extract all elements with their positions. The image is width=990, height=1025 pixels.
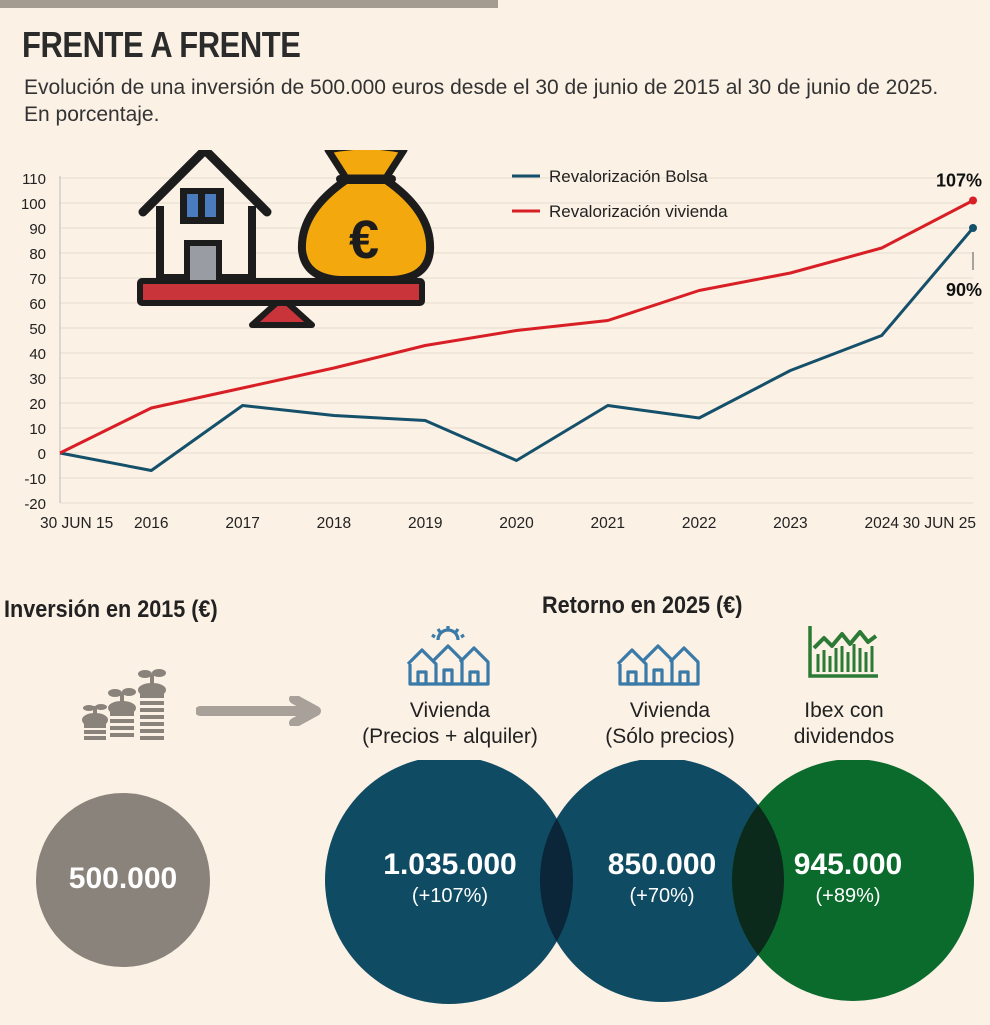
x-tick-label: 30 JUN 15 [40, 515, 113, 532]
coins-plant-icon [82, 669, 166, 740]
return-amount-1: 1.035.000 [383, 848, 517, 881]
y-tick-label: 110 [22, 171, 46, 188]
top-accent-bar [0, 0, 498, 8]
houses-sun-icon [406, 626, 490, 686]
return-amount-3: 945.000 [793, 848, 903, 881]
y-tick-label: 70 [29, 271, 46, 288]
returns-title: Retorno en 2025 (€) [542, 592, 743, 619]
y-tick-label: 40 [29, 346, 46, 363]
x-axis-ticks: 30 JUN 15 2016 2017 2018 2019 2020 2021 2022 202… [40, 515, 976, 532]
return-label-3-line1: Ibex con [804, 699, 884, 722]
x-tick-label: 2024 [864, 515, 899, 532]
balance-pivot-icon [249, 295, 315, 328]
return-amount-block-3: 945.000 (+89%) [758, 848, 938, 910]
series-point [969, 224, 977, 232]
balance-beam-icon [137, 278, 425, 306]
house-moneybag-balance-illustration: € [137, 150, 435, 328]
investment-amount-block: 500.000 [36, 862, 210, 896]
x-tick-label: 2018 [317, 515, 351, 532]
page-subtitle: Evolución de una inversión de 500.000 eu… [24, 76, 939, 126]
y-tick-label: 0 [38, 446, 46, 463]
investment-title: Inversión en 2015 (€) [4, 596, 218, 623]
y-tick-label: 60 [29, 296, 46, 313]
house-icon [138, 150, 272, 282]
y-tick-label: 80 [29, 246, 46, 263]
legend-label: Revalorización Bolsa [549, 167, 708, 186]
x-tick-label: 2022 [682, 515, 716, 532]
return-circle-3 [732, 760, 974, 1001]
return-circle-1 [325, 760, 573, 1004]
investment-circle [36, 793, 210, 967]
x-tick-label: 30 JUN 25 [903, 515, 976, 532]
y-tick-label: -20 [24, 496, 46, 513]
return-pct-3: (+89%) [815, 885, 881, 907]
y-tick-label: 20 [29, 396, 46, 413]
x-tick-label: 2023 [773, 515, 807, 532]
houses-icon [616, 644, 700, 686]
return-pct-1: (+107%) [411, 885, 489, 907]
annotation-label: 107% [936, 171, 982, 191]
stock-chart-icon [808, 626, 878, 678]
amount-circles [36, 760, 974, 1004]
return-label-2: Vivienda (Sólo precios) [560, 698, 780, 750]
return-amount-block-1: 1.035.000 (+107%) [360, 848, 540, 910]
right-arrow-icon [196, 696, 321, 726]
x-tick-label: 2019 [408, 515, 442, 532]
y-tick-label: 10 [29, 421, 46, 438]
x-tick-label: 2021 [591, 515, 625, 532]
y-tick-label: -10 [24, 471, 46, 488]
return-pct-2: (+70%) [629, 885, 695, 907]
return-label-1-line2: (Precios + alquiler) [362, 725, 538, 748]
y-tick-label: 90 [29, 221, 46, 238]
return-label-2-line1: Vivienda [629, 699, 711, 722]
return-label-3-line2: dividendos [793, 725, 895, 748]
annotation-label: 90% [946, 280, 982, 300]
y-tick-label: 50 [29, 321, 46, 338]
y-tick-label: 30 [29, 371, 46, 388]
return-amount-2: 850.000 [607, 848, 717, 881]
return-label-1-line1: Vivienda [409, 699, 491, 722]
money-bag-icon: € [297, 150, 435, 284]
chart-series [59, 196, 977, 472]
chart-annotations: 107% 90% [936, 171, 982, 301]
y-tick-label: 100 [21, 196, 46, 213]
series-point [969, 196, 977, 205]
x-tick-label: 2017 [225, 515, 259, 532]
x-tick-label: 2020 [499, 515, 534, 532]
x-tick-label: 2016 [134, 515, 168, 532]
return-circle-2 [540, 760, 784, 1002]
return-label-2-line2: (Sólo precios) [605, 725, 735, 748]
svg-text:€: € [349, 210, 379, 270]
page-title: FRENTE A FRENTE [22, 24, 301, 65]
return-label-3: Ibex con dividendos [744, 698, 944, 750]
chart-legend: Revalorización Bolsa Revalorización vivie… [512, 167, 728, 221]
return-amount-block-2: 850.000 (+70%) [572, 848, 752, 910]
investment-amount: 500.000 [68, 862, 178, 895]
return-label-1: Vivienda (Precios + alquiler) [340, 698, 560, 750]
legend-label: Revalorización vivienda [549, 202, 728, 221]
